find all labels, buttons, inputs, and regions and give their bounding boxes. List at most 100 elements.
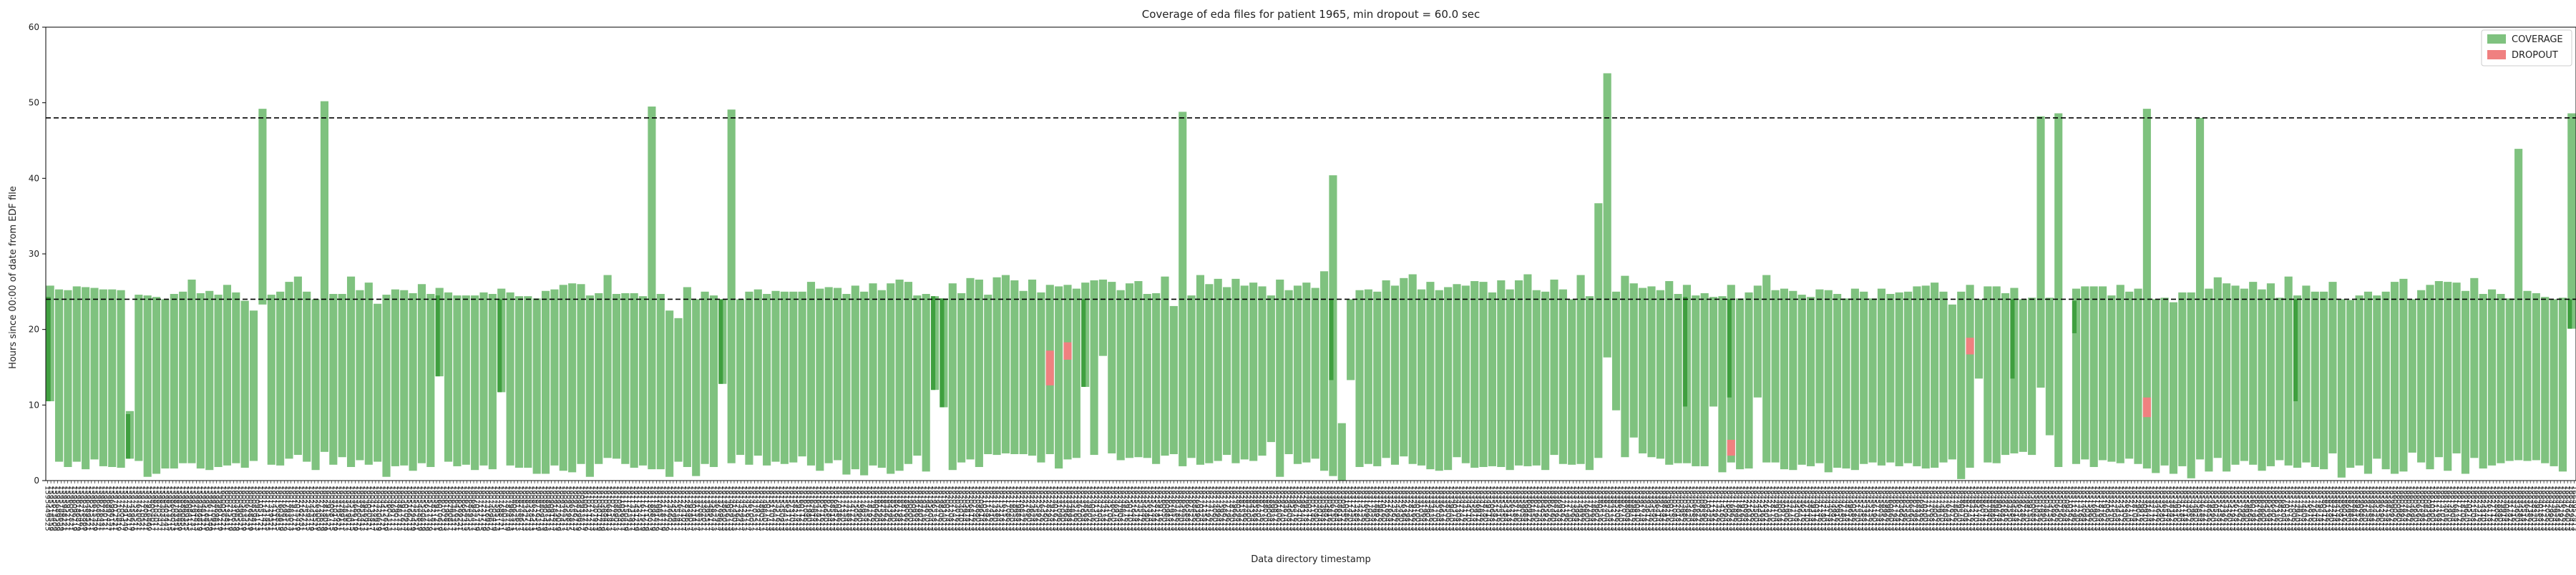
overlap-bar — [435, 295, 440, 377]
x-tick-label: 1604512619 — [381, 486, 389, 531]
coverage-bar — [2558, 298, 2567, 472]
x-tick-label: 1619747213 — [933, 486, 941, 531]
coverage-bar — [648, 106, 656, 470]
x-tick-label: 1624884213 — [1119, 486, 1127, 531]
coverage-bar — [2320, 291, 2328, 470]
x-tick-label: 1646833213 — [1914, 486, 1922, 531]
x-tick-label: 1637866813 — [1589, 486, 1597, 531]
x-tick-label: 1639454613 — [1646, 486, 1654, 531]
x-tick-label: 1634504413 — [1468, 486, 1475, 531]
x-tick-label: 1600225119 — [226, 486, 234, 531]
x-tick-label: 1642350013 — [1752, 486, 1760, 531]
x-tick-label: 1635064813 — [1488, 486, 1496, 531]
x-tick-label: 1637680013 — [1582, 486, 1590, 531]
coverage-bar — [1470, 281, 1479, 468]
x-tick-label: 1663458413 — [2516, 486, 2524, 531]
x-tick-label: 1644311413 — [1823, 486, 1830, 531]
coverage-bar — [577, 284, 585, 464]
coverage-bar — [2231, 285, 2240, 465]
x-tick-label: 1633010013 — [1413, 486, 1421, 531]
x-tick-label: 1660843213 — [2421, 486, 2429, 531]
x-tick-label: 1633477013 — [1430, 486, 1438, 531]
x-tick-label: 1595788659 — [57, 486, 64, 531]
coverage-bar — [2337, 299, 2346, 478]
coverage-bar — [1426, 282, 1435, 470]
x-tick-label: 1636279013 — [1531, 486, 1539, 531]
x-tick-label: 1647206813 — [1927, 486, 1935, 531]
x-tick-label: 1643470813 — [1792, 486, 1800, 531]
x-tick-label: 1623670013 — [1075, 486, 1083, 531]
x-tick-label: 1652624013 — [2124, 486, 2132, 531]
x-tick-label: 1603946917 — [361, 486, 369, 531]
coverage-bar — [444, 292, 453, 462]
x-tick-label: 1661403613 — [2441, 486, 2449, 531]
x-tick-label: 1611991819 — [652, 486, 660, 531]
x-tick-label: 1618533013 — [889, 486, 897, 531]
x-tick-label: 1613115217 — [693, 486, 701, 531]
x-tick-label: 1641322613 — [1714, 486, 1722, 531]
x-tick-label: 1598798859 — [175, 486, 183, 531]
x-tick-label: 1637026213 — [1558, 486, 1566, 531]
coverage-bar — [2249, 282, 2258, 465]
coverage-bar — [1417, 289, 1426, 466]
x-tick-label: 1613675917 — [713, 486, 721, 531]
coverage-bar — [1222, 287, 1231, 456]
x-tick-label: 1598608013 — [168, 486, 176, 531]
x-tick-label: 1599869811 — [213, 486, 220, 531]
x-tick-label: 1661777213 — [2455, 486, 2463, 531]
x-tick-label: 1637493213 — [1576, 486, 1584, 531]
x-tick-label: 1637399813 — [1572, 486, 1580, 531]
x-tick-label: 1655799613 — [2238, 486, 2246, 531]
x-tick-label: 1644498213 — [1829, 486, 1837, 531]
coverage-bar — [1842, 298, 1850, 469]
coverage-bar — [374, 303, 382, 462]
x-tick-label: 1627592813 — [1217, 486, 1225, 531]
x-tick-label: 1653931613 — [2171, 486, 2179, 531]
x-tick-label: 1611243913 — [625, 486, 633, 531]
coverage-bar — [1055, 286, 1063, 469]
x-tick-label: 1638520613 — [1613, 486, 1621, 531]
x-tick-label: 1634317613 — [1460, 486, 1468, 531]
x-tick-label: 1611431219 — [632, 486, 640, 531]
x-tick-label: 1627125813 — [1200, 486, 1208, 531]
x-tick-label: 1608342513 — [520, 486, 528, 531]
x-tick-label: 1614143013 — [730, 486, 738, 531]
x-tick-label: 1638894213 — [1626, 486, 1634, 531]
x-tick-label: 1605540819 — [419, 486, 426, 531]
coverage-bar — [2444, 282, 2452, 471]
x-tick-label: 1625071013 — [1126, 486, 1133, 531]
y-tick-label: 50 — [29, 98, 39, 108]
dropout-bar — [1966, 338, 1974, 355]
coverage-bar — [771, 290, 780, 462]
x-tick-label: 1619093413 — [909, 486, 917, 531]
x-tick-label: 1658228013 — [2326, 486, 2334, 531]
x-axis: 1595449525159551855915956134091595689599… — [43, 481, 2576, 531]
x-tick-label: 1649728613 — [2019, 486, 2026, 531]
x-tick-label: 1618906613 — [902, 486, 910, 531]
x-tick-label: 1647954013 — [1954, 486, 1962, 531]
coverage-bar — [922, 294, 930, 472]
x-tick-label: 1640762213 — [1694, 486, 1702, 531]
x-tick-label: 1642163213 — [1745, 486, 1752, 531]
x-tick-label: 1610027719 — [581, 486, 589, 531]
x-tick-label: 1609746713 — [571, 486, 579, 531]
x-tick-label: 1636652613 — [1545, 486, 1553, 531]
x-tick-label: 1639174413 — [1636, 486, 1644, 531]
x-tick-label: 1664205613 — [2543, 486, 2551, 531]
x-tick-label: 1627873013 — [1227, 486, 1235, 531]
x-tick-label: 1617225413 — [841, 486, 849, 531]
x-tick-label: 1617879213 — [865, 486, 873, 531]
x-tick-label: 1658134613 — [2323, 486, 2331, 531]
overlap-bar — [1682, 297, 1688, 407]
x-tick-label: 1653464613 — [2154, 486, 2162, 531]
x-tick-label: 1650195613 — [2036, 486, 2044, 531]
x-tick-label: 1615077413 — [763, 486, 771, 531]
x-tick-label: 1600859811 — [250, 486, 258, 531]
x-tick-label: 1605821817 — [429, 486, 436, 531]
x-tick-label: 1622642613 — [1038, 486, 1045, 531]
x-tick-label: 1615824413 — [791, 486, 799, 531]
x-tick-label: 1616851813 — [828, 486, 836, 531]
x-tick-label: 1651129613 — [2069, 486, 2077, 531]
x-tick-label: 1616104613 — [801, 486, 809, 531]
coverage-bar — [2328, 282, 2337, 453]
